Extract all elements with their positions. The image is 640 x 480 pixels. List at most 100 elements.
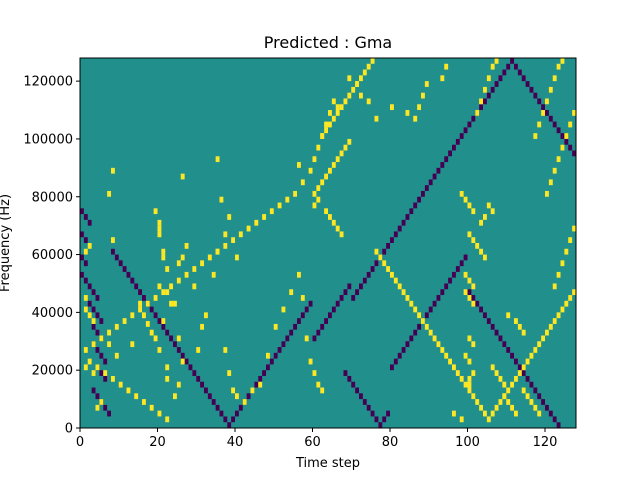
heatmap-cell-high xyxy=(238,231,243,238)
heatmap-cell-high xyxy=(502,381,507,388)
heatmap-cell-low xyxy=(479,104,484,111)
heatmap-cell-high xyxy=(331,219,336,226)
heatmap-cell-high xyxy=(463,289,468,296)
heatmap-cell-low xyxy=(428,179,433,186)
heatmap-cell-high xyxy=(293,190,298,197)
heatmap-cell-high xyxy=(269,208,274,215)
heatmap-cell-high xyxy=(231,387,236,394)
heatmap-cell-high xyxy=(529,399,534,405)
heatmap-cell-low xyxy=(180,352,185,359)
heatmap-cell-low xyxy=(517,364,522,371)
heatmap-cell-high xyxy=(556,271,561,278)
heatmap-cell-high xyxy=(479,98,484,105)
heatmap-cell-high xyxy=(537,341,542,348)
heatmap-cell-high xyxy=(432,335,437,342)
heatmap-cell-low xyxy=(483,312,487,319)
heatmap-cell-high xyxy=(304,335,309,342)
heatmap-cell-high xyxy=(173,300,177,307)
heatmap-cell-low xyxy=(235,410,239,417)
heatmap-cell-high xyxy=(165,289,170,296)
heatmap-cell-high xyxy=(157,283,162,290)
heatmap-cell-high xyxy=(424,81,429,87)
heatmap-cell-high xyxy=(95,404,100,411)
heatmap-cell-high xyxy=(107,329,112,336)
heatmap-cell-high xyxy=(517,323,522,330)
heatmap-cell-low xyxy=(533,387,538,394)
heatmap-cell-high xyxy=(165,416,170,423)
heatmap-cell-high xyxy=(176,260,181,267)
heatmap-cell-high xyxy=(331,115,336,122)
heatmap-cell-low xyxy=(444,156,449,163)
heatmap-cell-high xyxy=(192,266,197,272)
heatmap-cell-high xyxy=(475,243,480,249)
heatmap-cell-high xyxy=(455,370,460,376)
heatmap-cell-high xyxy=(200,323,205,330)
heatmap-cell-high xyxy=(452,410,456,417)
plot-area xyxy=(79,57,577,429)
heatmap-cell-high xyxy=(335,225,340,232)
heatmap-cell-high xyxy=(180,358,185,365)
heatmap-cell-high xyxy=(258,381,263,388)
heatmap-cell-high xyxy=(91,318,96,324)
plot-frame xyxy=(79,57,577,429)
heatmap-cell-high xyxy=(130,341,135,348)
heatmap-cell-high xyxy=(138,300,143,307)
heatmap-cell-high xyxy=(347,92,352,99)
heatmap-cell-low xyxy=(99,318,104,324)
heatmap-cell-high xyxy=(374,115,379,122)
heatmap-cell-high xyxy=(467,202,472,209)
heatmap-cell-low xyxy=(297,318,301,324)
heatmap-cell-high xyxy=(537,410,542,417)
heatmap-cell-low xyxy=(95,312,100,319)
heatmap-cell-low xyxy=(483,98,487,105)
heatmap-cell-high xyxy=(483,254,487,261)
heatmap-cell-low xyxy=(80,271,84,278)
heatmap-cell-high xyxy=(525,393,530,400)
heatmap-cell-high xyxy=(343,98,348,105)
heatmap-cell-high xyxy=(142,399,146,405)
heatmap-cell-low xyxy=(107,410,112,417)
heatmap-cell-low xyxy=(409,335,414,342)
heatmap-cell-low xyxy=(204,387,208,394)
heatmap-cell-low xyxy=(122,266,127,272)
heatmap-cell-low xyxy=(153,312,158,319)
heatmap-cell-high xyxy=(378,254,383,261)
heatmap-cell-high xyxy=(145,321,150,327)
heatmap-cell-low xyxy=(424,185,429,191)
heatmap-cell-low xyxy=(417,323,422,330)
x-tick-label: 0 xyxy=(76,435,84,450)
heatmap-cell-high xyxy=(235,254,239,261)
heatmap-cell-high xyxy=(184,243,189,249)
heatmap-cell-low xyxy=(498,335,503,342)
heatmap-cell-high xyxy=(87,312,92,319)
heatmap-cell-low xyxy=(417,196,422,203)
heatmap-cell-low xyxy=(95,393,100,400)
heatmap-cell-high xyxy=(215,248,220,255)
x-tick-label: 20 xyxy=(149,435,166,450)
heatmap-cell-high xyxy=(266,352,270,359)
heatmap-cell-high xyxy=(413,306,418,313)
heatmap-cell-low xyxy=(545,404,549,411)
heatmap-cell-high xyxy=(176,277,181,284)
heatmap-cell-low xyxy=(572,150,577,157)
x-tick-label: 100 xyxy=(455,435,480,450)
heatmap-cell-high xyxy=(165,375,170,382)
heatmap-cell-high xyxy=(347,75,352,82)
heatmap-cell-high xyxy=(486,202,491,209)
heatmap-cell-high xyxy=(552,318,557,324)
heatmap-cell-low xyxy=(475,300,480,307)
heatmap-cell-high xyxy=(250,387,255,394)
heatmap-cell-low xyxy=(494,81,499,87)
heatmap-cell-high xyxy=(370,58,375,64)
heatmap-cell-high xyxy=(83,295,88,301)
heatmap-cell-low xyxy=(463,254,468,261)
heatmap-cell-high xyxy=(362,69,367,76)
heatmap-cell-high xyxy=(421,318,425,324)
heatmap-cell-low xyxy=(366,404,371,411)
heatmap-cell-low xyxy=(83,277,88,284)
heatmap-cell-low xyxy=(157,318,162,324)
heatmap-cell-low xyxy=(215,404,220,411)
heatmap-cell-low xyxy=(95,295,100,301)
heatmap-cell-high xyxy=(149,404,154,411)
heatmap-cell-high xyxy=(393,277,398,284)
